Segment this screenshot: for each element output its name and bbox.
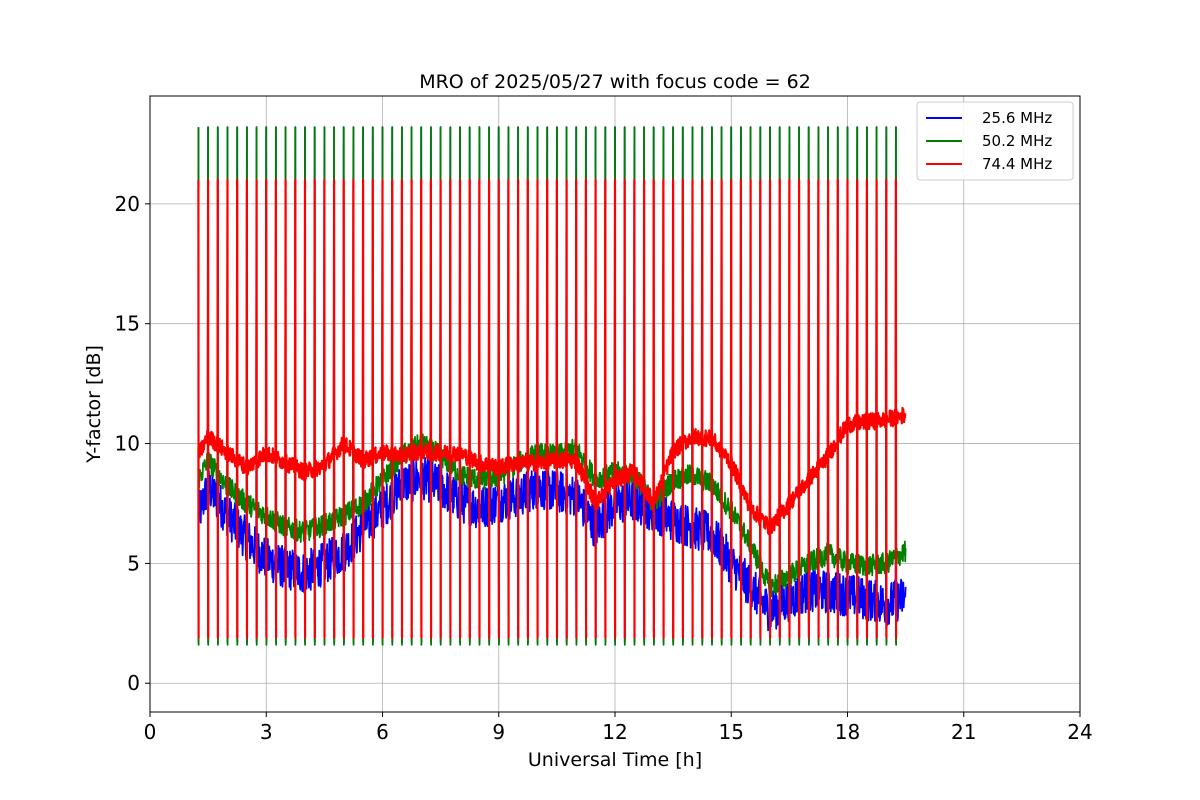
legend-label-74-4: 74.4 MHz: [982, 155, 1052, 173]
legend: 25.6 MHz 50.2 MHz 74.4 MHz: [916, 101, 1074, 181]
series-line-74-4-mhz: [197, 178, 907, 639]
y-tick-label: 10: [115, 432, 140, 456]
legend-box: [916, 101, 1074, 181]
x-tick-label: 9: [492, 720, 505, 744]
x-tick-label: 12: [602, 720, 627, 744]
x-tick-label: 15: [719, 720, 744, 744]
legend-label-25-6: 25.6 MHz: [982, 109, 1052, 127]
x-axis-label: Universal Time [h]: [528, 749, 702, 771]
legend-label-50-2: 50.2 MHz: [982, 132, 1052, 150]
chart-title: MRO of 2025/05/27 with focus code = 62: [419, 71, 811, 93]
x-tick-label: 6: [376, 720, 389, 744]
y-tick-label: 0: [127, 671, 140, 695]
x-tick-label: 3: [260, 720, 273, 744]
axis-ticks: 0 3 6 9 12 15 18 21 24 0 5 10 15 20: [115, 192, 1093, 744]
x-tick-label: 21: [951, 720, 976, 744]
y-axis-label: Y-factor [dB]: [83, 345, 105, 464]
y-tick-label: 5: [127, 551, 140, 575]
x-tick-label: 24: [1067, 720, 1092, 744]
x-tick-label: 18: [835, 720, 860, 744]
y-tick-label: 20: [115, 192, 140, 216]
y-tick-label: 15: [115, 312, 140, 336]
x-tick-label: 0: [144, 720, 157, 744]
series-lines: [197, 126, 907, 646]
